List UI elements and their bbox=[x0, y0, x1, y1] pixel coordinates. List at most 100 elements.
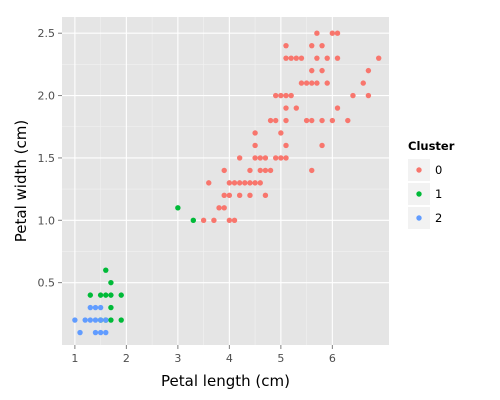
x-axis-ticks: 1 2 3 4 5 6 bbox=[71, 345, 336, 365]
data-point-cluster-0 bbox=[283, 92, 289, 99]
data-point-cluster-0 bbox=[365, 67, 372, 74]
data-point-cluster-0 bbox=[293, 55, 300, 61]
data-point-cluster-1 bbox=[103, 267, 109, 273]
data-point-cluster-0 bbox=[262, 167, 269, 174]
legend-label: 1 bbox=[435, 187, 442, 201]
data-point-cluster-0 bbox=[309, 80, 315, 86]
data-point-cluster-0 bbox=[267, 167, 274, 174]
data-point-cluster-0 bbox=[314, 30, 320, 36]
grid-minor bbox=[62, 17, 389, 345]
x-tick-label: 5 bbox=[277, 352, 284, 365]
data-point-cluster-1 bbox=[108, 279, 114, 286]
data-point-cluster-0 bbox=[345, 117, 351, 124]
data-point-cluster-0 bbox=[273, 92, 279, 99]
data-point-cluster-0 bbox=[309, 67, 315, 74]
x-tick-label: 2 bbox=[123, 352, 130, 365]
data-point-cluster-2 bbox=[97, 329, 104, 336]
data-point-cluster-0 bbox=[278, 92, 284, 99]
data-point-cluster-0 bbox=[283, 42, 289, 49]
data-point-cluster-0 bbox=[303, 80, 310, 86]
data-point-cluster-0 bbox=[252, 142, 258, 149]
data-point-cluster-2 bbox=[97, 304, 104, 311]
y-tick-label: 0.5 bbox=[38, 277, 56, 290]
data-point-cluster-1 bbox=[175, 205, 181, 211]
y-tick-label: 1.0 bbox=[38, 214, 56, 227]
data-point-cluster-0 bbox=[278, 155, 284, 161]
data-point-cluster-2 bbox=[97, 317, 104, 323]
legend-key-point bbox=[416, 191, 422, 197]
data-point-cluster-2 bbox=[82, 317, 88, 323]
data-point-cluster-1 bbox=[103, 292, 109, 298]
data-point-cluster-0 bbox=[236, 155, 243, 161]
data-point-cluster-0 bbox=[283, 105, 289, 111]
data-point-cluster-0 bbox=[211, 217, 217, 223]
data-point-cluster-1 bbox=[108, 292, 114, 298]
data-point-cluster-0 bbox=[309, 42, 315, 49]
data-point-cluster-0 bbox=[236, 180, 243, 186]
data-point-cluster-1 bbox=[97, 292, 104, 298]
legend-title: Cluster bbox=[408, 139, 455, 153]
legend: Cluster 0 1 2 bbox=[408, 139, 455, 229]
data-point-cluster-0 bbox=[334, 105, 341, 111]
data-point-cluster-0 bbox=[257, 155, 263, 161]
data-point-cluster-0 bbox=[247, 167, 253, 174]
x-tick-label: 6 bbox=[329, 352, 336, 365]
data-point-cluster-0 bbox=[303, 117, 310, 124]
data-point-cluster-0 bbox=[288, 55, 294, 61]
data-point-cluster-0 bbox=[376, 55, 382, 61]
data-point-cluster-0 bbox=[314, 55, 320, 61]
data-point-cluster-0 bbox=[334, 30, 341, 36]
legend-key-point bbox=[416, 167, 422, 173]
x-tick-label: 1 bbox=[71, 352, 78, 365]
data-point-cluster-0 bbox=[226, 192, 233, 199]
data-point-cluster-0 bbox=[226, 217, 233, 223]
data-point-cluster-0 bbox=[257, 167, 263, 174]
legend-key-point bbox=[416, 215, 422, 221]
data-point-cluster-0 bbox=[221, 205, 227, 211]
data-point-cluster-0 bbox=[252, 180, 258, 186]
data-point-cluster-0 bbox=[221, 192, 227, 199]
data-point-cluster-0 bbox=[262, 155, 269, 161]
data-point-cluster-2 bbox=[92, 329, 99, 336]
data-point-cluster-1 bbox=[108, 317, 114, 323]
data-point-cluster-1 bbox=[118, 317, 124, 323]
data-point-cluster-0 bbox=[329, 117, 336, 124]
data-point-cluster-1 bbox=[108, 304, 114, 311]
data-point-cluster-0 bbox=[206, 180, 212, 186]
data-point-cluster-0 bbox=[319, 117, 325, 124]
data-points bbox=[72, 30, 382, 336]
data-point-cluster-2 bbox=[87, 304, 94, 311]
data-point-cluster-0 bbox=[319, 67, 325, 74]
data-point-cluster-0 bbox=[293, 105, 300, 111]
data-point-cluster-0 bbox=[319, 142, 325, 149]
x-axis-title: Petal length (cm) bbox=[161, 372, 290, 390]
data-point-cluster-0 bbox=[236, 192, 243, 199]
data-point-cluster-0 bbox=[324, 55, 330, 61]
data-point-cluster-0 bbox=[252, 155, 258, 161]
data-point-cluster-2 bbox=[87, 317, 94, 323]
y-axis-ticks: 0.5 1.0 1.5 2.0 2.5 bbox=[38, 27, 62, 290]
data-point-cluster-0 bbox=[314, 80, 320, 86]
data-point-cluster-1 bbox=[190, 217, 197, 223]
data-point-cluster-0 bbox=[283, 155, 289, 161]
data-point-cluster-0 bbox=[329, 30, 336, 36]
legend-label: 2 bbox=[435, 211, 442, 225]
data-point-cluster-0 bbox=[200, 217, 207, 223]
data-point-cluster-0 bbox=[278, 130, 284, 136]
data-point-cluster-0 bbox=[350, 92, 356, 99]
x-tick-label: 3 bbox=[174, 352, 181, 365]
data-point-cluster-0 bbox=[247, 192, 253, 199]
data-point-cluster-0 bbox=[298, 55, 305, 61]
data-point-cluster-0 bbox=[247, 180, 253, 186]
y-tick-label: 2.5 bbox=[38, 27, 56, 40]
data-point-cluster-0 bbox=[242, 180, 248, 186]
data-point-cluster-0 bbox=[324, 80, 330, 86]
data-point-cluster-0 bbox=[273, 117, 279, 124]
legend-label: 0 bbox=[435, 163, 442, 177]
data-point-cluster-0 bbox=[334, 55, 341, 61]
x-tick-label: 4 bbox=[226, 352, 233, 365]
data-point-cluster-2 bbox=[103, 329, 109, 336]
data-point-cluster-2 bbox=[77, 329, 83, 336]
